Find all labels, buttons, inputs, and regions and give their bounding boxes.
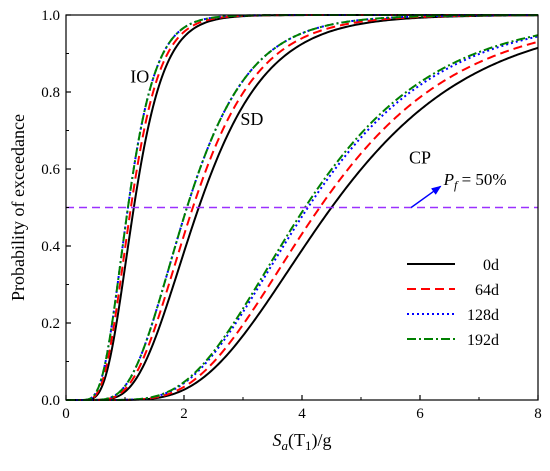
x-axis-label-paren: (T	[288, 430, 305, 451]
curve-sd-192d	[66, 14, 538, 401]
x-axis-label-main: S	[273, 430, 282, 450]
x-axis-label-close: )/g	[312, 430, 332, 451]
curve-cp-64d	[66, 40, 539, 401]
y-axis-label: Probability of exceedance	[8, 114, 28, 301]
threshold-label-p: P	[443, 170, 454, 189]
legend-label-128d: 128d	[467, 307, 499, 324]
y-tick-label: 1.0	[41, 8, 60, 24]
x-axis-label: Sa(T1)/g	[273, 430, 332, 453]
state-label-sd: SD	[240, 109, 263, 129]
curve-cp-192d	[66, 34, 539, 401]
curve-cp-128d	[66, 35, 539, 401]
legend: 0d 64d 128d 192d	[407, 257, 499, 349]
axis-ticks: 0 2 4 6 8 0.0 0.2 0.4 0.6 0.8 1.0	[41, 8, 542, 422]
state-label-cp: CP	[409, 147, 431, 167]
x-tick-label: 4	[298, 406, 306, 422]
x-tick-label: 0	[62, 406, 70, 422]
annotations-layer: IO SD CP	[130, 67, 431, 168]
x-axis-label-sub1: a	[282, 438, 289, 453]
x-tick-label: 6	[416, 406, 424, 422]
state-label-io: IO	[130, 67, 149, 87]
y-tick-label: 0.6	[41, 162, 60, 178]
threshold-label-sub: f	[454, 178, 459, 192]
legend-label-64d: 64d	[475, 282, 499, 299]
threshold-label: Pf = 50%	[443, 170, 507, 192]
x-tick-label: 2	[180, 406, 188, 422]
y-tick-label: 0.0	[41, 393, 60, 409]
y-tick-label: 0.4	[41, 239, 60, 255]
x-axis-label-sub2: 1	[305, 438, 312, 453]
x-tick-label: 8	[534, 406, 542, 422]
threshold-label-rest: = 50%	[457, 170, 506, 189]
y-tick-label: 0.2	[41, 316, 60, 332]
threshold-arrow	[410, 185, 442, 209]
y-tick-label: 0.8	[41, 85, 60, 101]
threshold-layer: Pf = 50%	[66, 170, 538, 209]
legend-label-192d: 192d	[467, 332, 499, 349]
legend-label-0d: 0d	[483, 257, 499, 274]
